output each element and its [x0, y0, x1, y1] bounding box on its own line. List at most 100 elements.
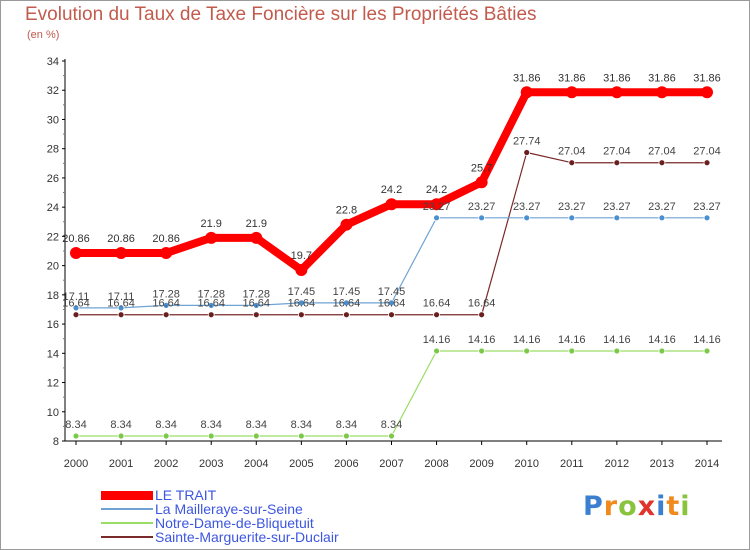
x-tick-label: 2010	[514, 458, 538, 470]
y-tick-label: 8	[53, 436, 59, 448]
y-tick-label: 14	[47, 348, 59, 360]
data-label: 27.04	[558, 146, 586, 158]
data-point	[117, 311, 125, 319]
data-label: 8.34	[201, 419, 222, 431]
data-point	[297, 299, 305, 307]
data-label: 27.04	[648, 146, 676, 158]
data-label: 17.28	[197, 288, 225, 300]
data-label: 17.28	[152, 288, 180, 300]
data-point	[343, 299, 350, 307]
data-label: 16.64	[243, 298, 271, 310]
data-point	[252, 432, 260, 440]
data-label: 16.64	[468, 298, 496, 310]
data-label: 20.86	[152, 233, 180, 245]
data-point	[72, 304, 80, 312]
data-point	[295, 264, 308, 276]
data-label: 14.16	[603, 334, 631, 346]
data-label: 21.9	[201, 218, 222, 230]
data-point	[520, 86, 533, 99]
legend-label: Notre-Dame-de-Bliquetuit	[155, 515, 314, 531]
data-point	[160, 247, 173, 260]
data-label: 21.9	[246, 218, 267, 230]
legend-swatch	[101, 522, 153, 524]
data-label: 23.27	[468, 201, 496, 213]
data-point	[252, 301, 260, 309]
data-point	[703, 159, 711, 167]
data-point	[658, 214, 666, 222]
x-tick-label: 2007	[379, 458, 403, 470]
data-point	[117, 432, 125, 440]
legend-item-le-trait: LE TRAIT	[101, 487, 216, 503]
data-point	[565, 86, 578, 99]
data-label: 8.34	[65, 419, 86, 431]
data-point	[343, 311, 350, 319]
data-label: 8.34	[336, 419, 357, 431]
y-tick-label: 26	[47, 173, 59, 185]
x-tick-label: 2003	[199, 458, 223, 470]
x-tick-label: 2001	[109, 458, 133, 470]
data-point	[115, 247, 128, 260]
logo-letter: o	[618, 491, 638, 522]
legend-swatch	[101, 490, 153, 500]
data-label: 17.45	[288, 286, 316, 298]
y-tick-label: 12	[47, 378, 59, 390]
legend-item-la-mailleraye: La Mailleraye-sur-Seine	[101, 501, 303, 517]
data-point	[252, 311, 260, 319]
chart-title: Evolution du Taux de Taxe Foncière sur l…	[25, 4, 537, 25]
y-tick-label: 22	[47, 231, 59, 243]
legend-swatch	[101, 536, 153, 538]
data-point	[388, 299, 395, 307]
y-tick-label: 28	[47, 144, 59, 156]
data-label: 27.04	[693, 146, 721, 158]
data-label: 27.74	[513, 135, 541, 147]
data-point	[568, 214, 576, 222]
data-label: 23.27	[603, 201, 631, 213]
data-point	[297, 311, 305, 319]
data-point	[568, 347, 576, 355]
x-tick-label: 2011	[560, 458, 584, 470]
logo-letter: i	[680, 491, 691, 522]
data-label: 17.11	[63, 291, 90, 303]
data-label: 23.27	[423, 201, 451, 213]
data-point	[388, 432, 395, 440]
data-point	[430, 198, 443, 211]
data-point	[388, 311, 395, 319]
data-point	[655, 86, 668, 99]
y-tick-label: 18	[47, 290, 59, 302]
data-label: 23.27	[648, 201, 676, 213]
data-point	[162, 311, 170, 319]
x-tick-label: 2002	[154, 458, 178, 470]
data-point	[205, 231, 218, 244]
y-tick-label: 16	[47, 319, 59, 331]
y-tick-label: 24	[47, 202, 59, 214]
data-point	[478, 311, 486, 319]
data-label: 25.7	[471, 162, 492, 174]
y-tick-label: 20	[47, 261, 59, 273]
proxiti-logo: Proxiti	[583, 491, 691, 522]
x-tick-label: 2012	[605, 458, 629, 470]
x-tick-label: 2006	[334, 458, 358, 470]
data-label: 23.27	[513, 201, 541, 213]
data-label: 23.27	[693, 201, 721, 213]
data-label: 14.16	[423, 334, 451, 346]
x-tick-label: 2008	[424, 458, 448, 470]
data-label: 19.7	[291, 250, 312, 262]
x-tick-label: 2013	[650, 458, 674, 470]
legend-label: LE TRAIT	[155, 487, 217, 503]
data-label: 31.86	[513, 72, 541, 84]
legend-swatch	[101, 508, 153, 510]
data-point	[568, 159, 576, 167]
data-point	[478, 214, 486, 222]
data-label: 16.64	[333, 298, 361, 310]
data-label: 27.04	[603, 146, 631, 158]
data-label: 31.86	[603, 72, 631, 84]
data-label: 17.45	[333, 286, 361, 298]
x-tick-label: 2009	[469, 458, 493, 470]
logo-letter: t	[666, 491, 681, 522]
legend-label: Sainte-Marguerite-sur-Duclair	[155, 529, 339, 545]
data-label: 14.16	[558, 334, 586, 346]
data-point	[478, 347, 486, 355]
data-label: 8.34	[381, 419, 402, 431]
